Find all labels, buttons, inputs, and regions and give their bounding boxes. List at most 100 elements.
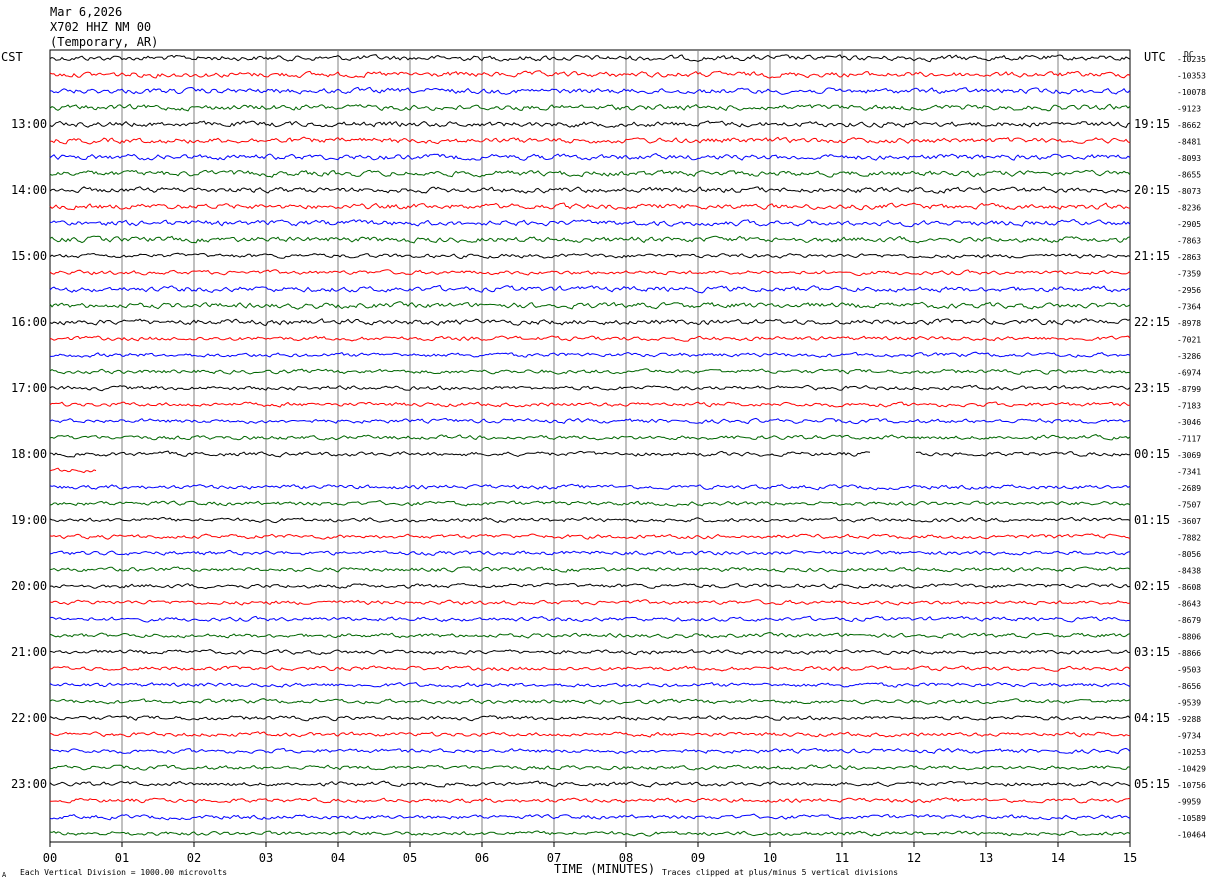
trace-row-13 — [49, 269, 1131, 277]
trace-row-9 — [49, 202, 1131, 211]
cst-hour-label: 20:00 — [11, 579, 47, 593]
trace-row-3 — [49, 103, 1131, 112]
dc-offset-label: -2956 — [1177, 286, 1201, 295]
dc-offset-label: -8236 — [1177, 204, 1201, 213]
x-tick-label: 05 — [403, 851, 417, 865]
trace-row-25 — [49, 467, 97, 474]
trace-row-21 — [49, 401, 1131, 408]
utc-axis-label: UTC — [1144, 50, 1166, 64]
dc-label: DC — [1184, 50, 1194, 59]
trace-row-45 — [49, 797, 1131, 804]
trace-row-27 — [49, 500, 1131, 507]
trace-group — [49, 54, 1131, 837]
dc-offset-label: -9959 — [1177, 798, 1201, 807]
dc-offset-label: -7507 — [1177, 501, 1201, 510]
dc-offset-label: -7359 — [1177, 270, 1201, 279]
dc-offset-label: -10756 — [1177, 781, 1206, 790]
utc-hour-labels: 19:15 20:15 21:15 22:15 23:15 00:15 01:15 02:15… — [1134, 117, 1170, 791]
dc-offset-label: -9123 — [1177, 105, 1201, 114]
cst-hour-label: 18:00 — [11, 447, 47, 461]
dc-offset-label: -8806 — [1177, 633, 1201, 642]
scale-note: Each Vertical Division = 1000.00 microvo… — [20, 868, 227, 877]
utc-hour-label: 19:15 — [1134, 117, 1170, 131]
trace-row-4 — [49, 120, 1131, 129]
dc-offset-label: -8093 — [1177, 154, 1201, 163]
cst-hour-label: 15:00 — [11, 249, 47, 263]
cst-axis-label: CST — [1, 50, 23, 64]
dc-offset-label: -8662 — [1177, 121, 1201, 130]
dc-offset-label: -8608 — [1177, 583, 1201, 592]
utc-hour-label: 00:15 — [1134, 447, 1170, 461]
dc-offset-labels: -10235 -10353 -10078 -9123 -8662 -8481 -8093 -8… — [1177, 55, 1206, 840]
x-tick-label: 08 — [619, 851, 633, 865]
x-tick-label: 07 — [547, 851, 561, 865]
trace-row-43 — [49, 764, 1131, 771]
trace-row-11 — [49, 235, 1131, 244]
trace-row-24 — [915, 451, 1131, 457]
x-tick-label: 00 — [43, 851, 57, 865]
utc-hour-label: 02:15 — [1134, 579, 1170, 593]
trace-row-30 — [49, 549, 1131, 556]
dc-offset-label: -10589 — [1177, 814, 1206, 823]
dc-offset-label: -9539 — [1177, 699, 1201, 708]
trace-row-10 — [49, 218, 1131, 228]
dc-offset-label: -8866 — [1177, 649, 1201, 658]
trace-row-16 — [49, 317, 1131, 326]
dc-offset-label: -6974 — [1177, 369, 1201, 378]
trace-row-18 — [50, 351, 1131, 358]
trace-row-14 — [49, 284, 1131, 294]
dc-offset-label: -10464 — [1177, 831, 1206, 840]
dc-offset-label: -10353 — [1177, 72, 1206, 81]
trace-row-26 — [49, 483, 1131, 491]
trace-row-33 — [49, 599, 1131, 606]
trace-row-42 — [49, 747, 1131, 755]
network-label: (Temporary, AR) — [50, 35, 158, 49]
dc-offset-label: -8656 — [1177, 682, 1201, 691]
x-tick-label: 02 — [187, 851, 201, 865]
trace-row-46 — [49, 813, 1131, 821]
cst-hour-label: 19:00 — [11, 513, 47, 527]
clip-note: Traces clipped at plus/minus 5 vertical … — [662, 868, 898, 877]
utc-hour-label: 23:15 — [1134, 381, 1170, 395]
cst-hour-label: 22:00 — [11, 711, 47, 725]
dc-offset-label: -3286 — [1177, 352, 1201, 361]
trace-row-8 — [49, 186, 1131, 194]
x-tick-label: 13 — [979, 851, 993, 865]
dc-offset-label: -7341 — [1177, 468, 1201, 477]
trace-row-19 — [49, 368, 1131, 375]
trace-row-31 — [49, 566, 1131, 573]
cst-hour-label: 16:00 — [11, 315, 47, 329]
trace-row-28 — [49, 516, 1131, 524]
cst-hour-label: 13:00 — [11, 117, 47, 131]
trace-row-38 — [49, 681, 1131, 688]
x-tick-label: 12 — [907, 851, 921, 865]
trace-row-29 — [49, 533, 1131, 540]
x-tick-label: 11 — [835, 851, 849, 865]
dc-offset-label: -7863 — [1177, 237, 1201, 246]
dc-offset-label: -8643 — [1177, 600, 1201, 609]
dc-offset-label: -8438 — [1177, 567, 1201, 576]
x-tick-label: 01 — [115, 851, 129, 865]
dc-offset-label: -2689 — [1177, 484, 1201, 493]
utc-hour-label: 22:15 — [1134, 315, 1170, 329]
dc-offset-label: -8481 — [1177, 138, 1201, 147]
dc-offset-label: -8978 — [1177, 319, 1201, 328]
x-tick-label: 15 — [1123, 851, 1137, 865]
cst-hour-label: 23:00 — [11, 777, 47, 791]
trace-row-0 — [49, 54, 1131, 63]
cst-hour-label: 21:00 — [11, 645, 47, 659]
trace-row-22 — [49, 417, 1131, 425]
trace-row-23 — [49, 434, 1131, 441]
utc-hour-label: 05:15 — [1134, 777, 1170, 791]
utc-hour-label: 21:15 — [1134, 249, 1170, 263]
trace-row-36 — [49, 648, 1131, 656]
x-tick-label: 03 — [259, 851, 273, 865]
x-tick-label: 09 — [691, 851, 705, 865]
dc-offset-label: -7183 — [1177, 402, 1201, 411]
trace-row-5 — [49, 136, 1131, 145]
trace-row-12 — [49, 252, 1131, 260]
trace-row-47 — [49, 830, 1131, 837]
dc-offset-label: -7882 — [1177, 534, 1201, 543]
cst-hour-label: 17:00 — [11, 381, 47, 395]
trace-row-2 — [49, 86, 1131, 95]
